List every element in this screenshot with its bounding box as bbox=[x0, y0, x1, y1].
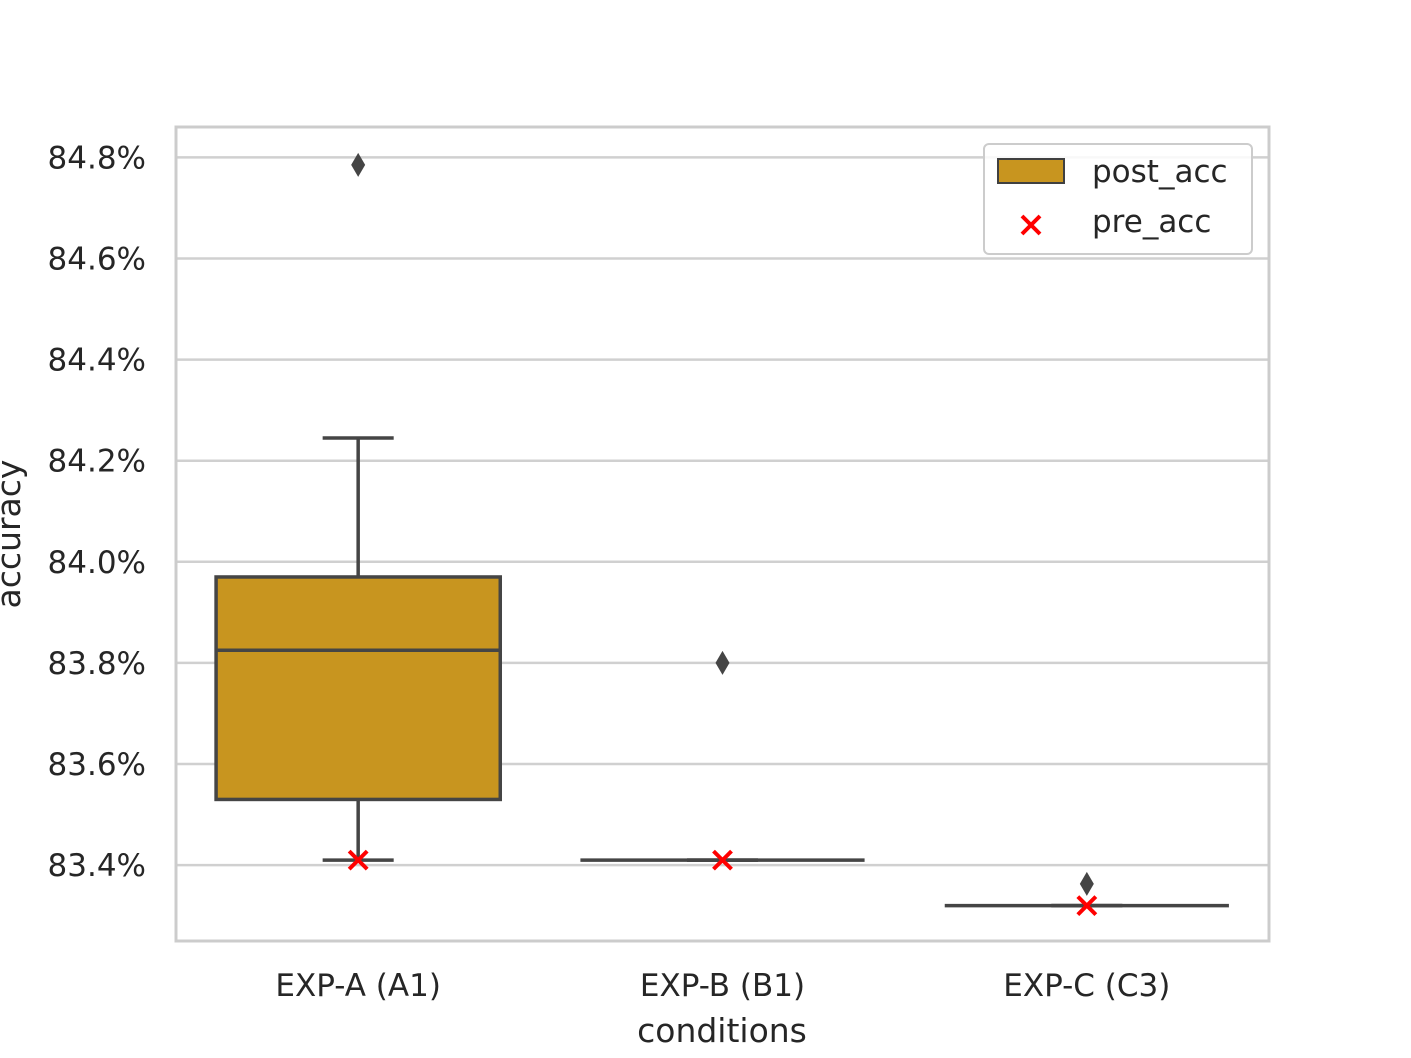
x-tick-label: EXP-B (B1) bbox=[640, 968, 805, 1004]
y-tick-label: 83.4% bbox=[48, 848, 146, 884]
pre-acc-markers bbox=[347, 849, 1098, 917]
plot-frame bbox=[174, 125, 1271, 943]
legend: post_acc pre_acc bbox=[983, 143, 1253, 255]
x-tick-label: EXP-C (C3) bbox=[1003, 968, 1170, 1004]
y-tick-label: 84.2% bbox=[48, 444, 146, 480]
y-tick-labels: 83.4% 83.6% 83.8% 84.0% 84.2% 84.4% 84.6% 84.8% bbox=[48, 140, 146, 884]
y-axis-label: accuracy bbox=[0, 460, 28, 609]
x-tick-label: EXP-A (A1) bbox=[275, 968, 441, 1004]
pre-acc-marker bbox=[1076, 895, 1098, 917]
y-tick-label: 84.4% bbox=[48, 343, 146, 379]
legend-label-post-acc: post_acc bbox=[1092, 154, 1228, 190]
y-tick-label: 84.0% bbox=[48, 545, 146, 581]
box-group bbox=[214, 152, 503, 862]
legend-x-marker bbox=[1020, 214, 1042, 236]
y-tick-label: 84.8% bbox=[48, 140, 146, 176]
pre-acc-marker bbox=[712, 849, 733, 871]
x-marker-stroke bbox=[1020, 214, 1042, 236]
x-marker-stroke bbox=[712, 849, 733, 871]
x-marker-stroke bbox=[347, 849, 369, 871]
legend-label-pre-acc: pre_acc bbox=[1092, 204, 1211, 240]
y-tick-label: 83.6% bbox=[48, 747, 146, 783]
x-tick-labels: EXP-A (A1) EXP-B (B1) EXP-C (C3) bbox=[275, 968, 1170, 1004]
y-tick-label: 84.6% bbox=[48, 241, 146, 277]
post-acc-boxes bbox=[214, 152, 1229, 908]
outlier-marker bbox=[715, 650, 730, 675]
box-iqr bbox=[214, 575, 503, 802]
legend-swatch-post-acc bbox=[997, 158, 1065, 184]
legend-swatch-pre-acc bbox=[1020, 214, 1042, 236]
outlier-marker bbox=[1079, 871, 1094, 896]
x-marker-stroke bbox=[1076, 895, 1098, 917]
outlier-marker bbox=[351, 152, 366, 177]
pre-acc-marker bbox=[347, 849, 369, 871]
y-tick-label: 83.8% bbox=[48, 646, 146, 682]
x-axis-label: conditions bbox=[637, 1011, 807, 1050]
